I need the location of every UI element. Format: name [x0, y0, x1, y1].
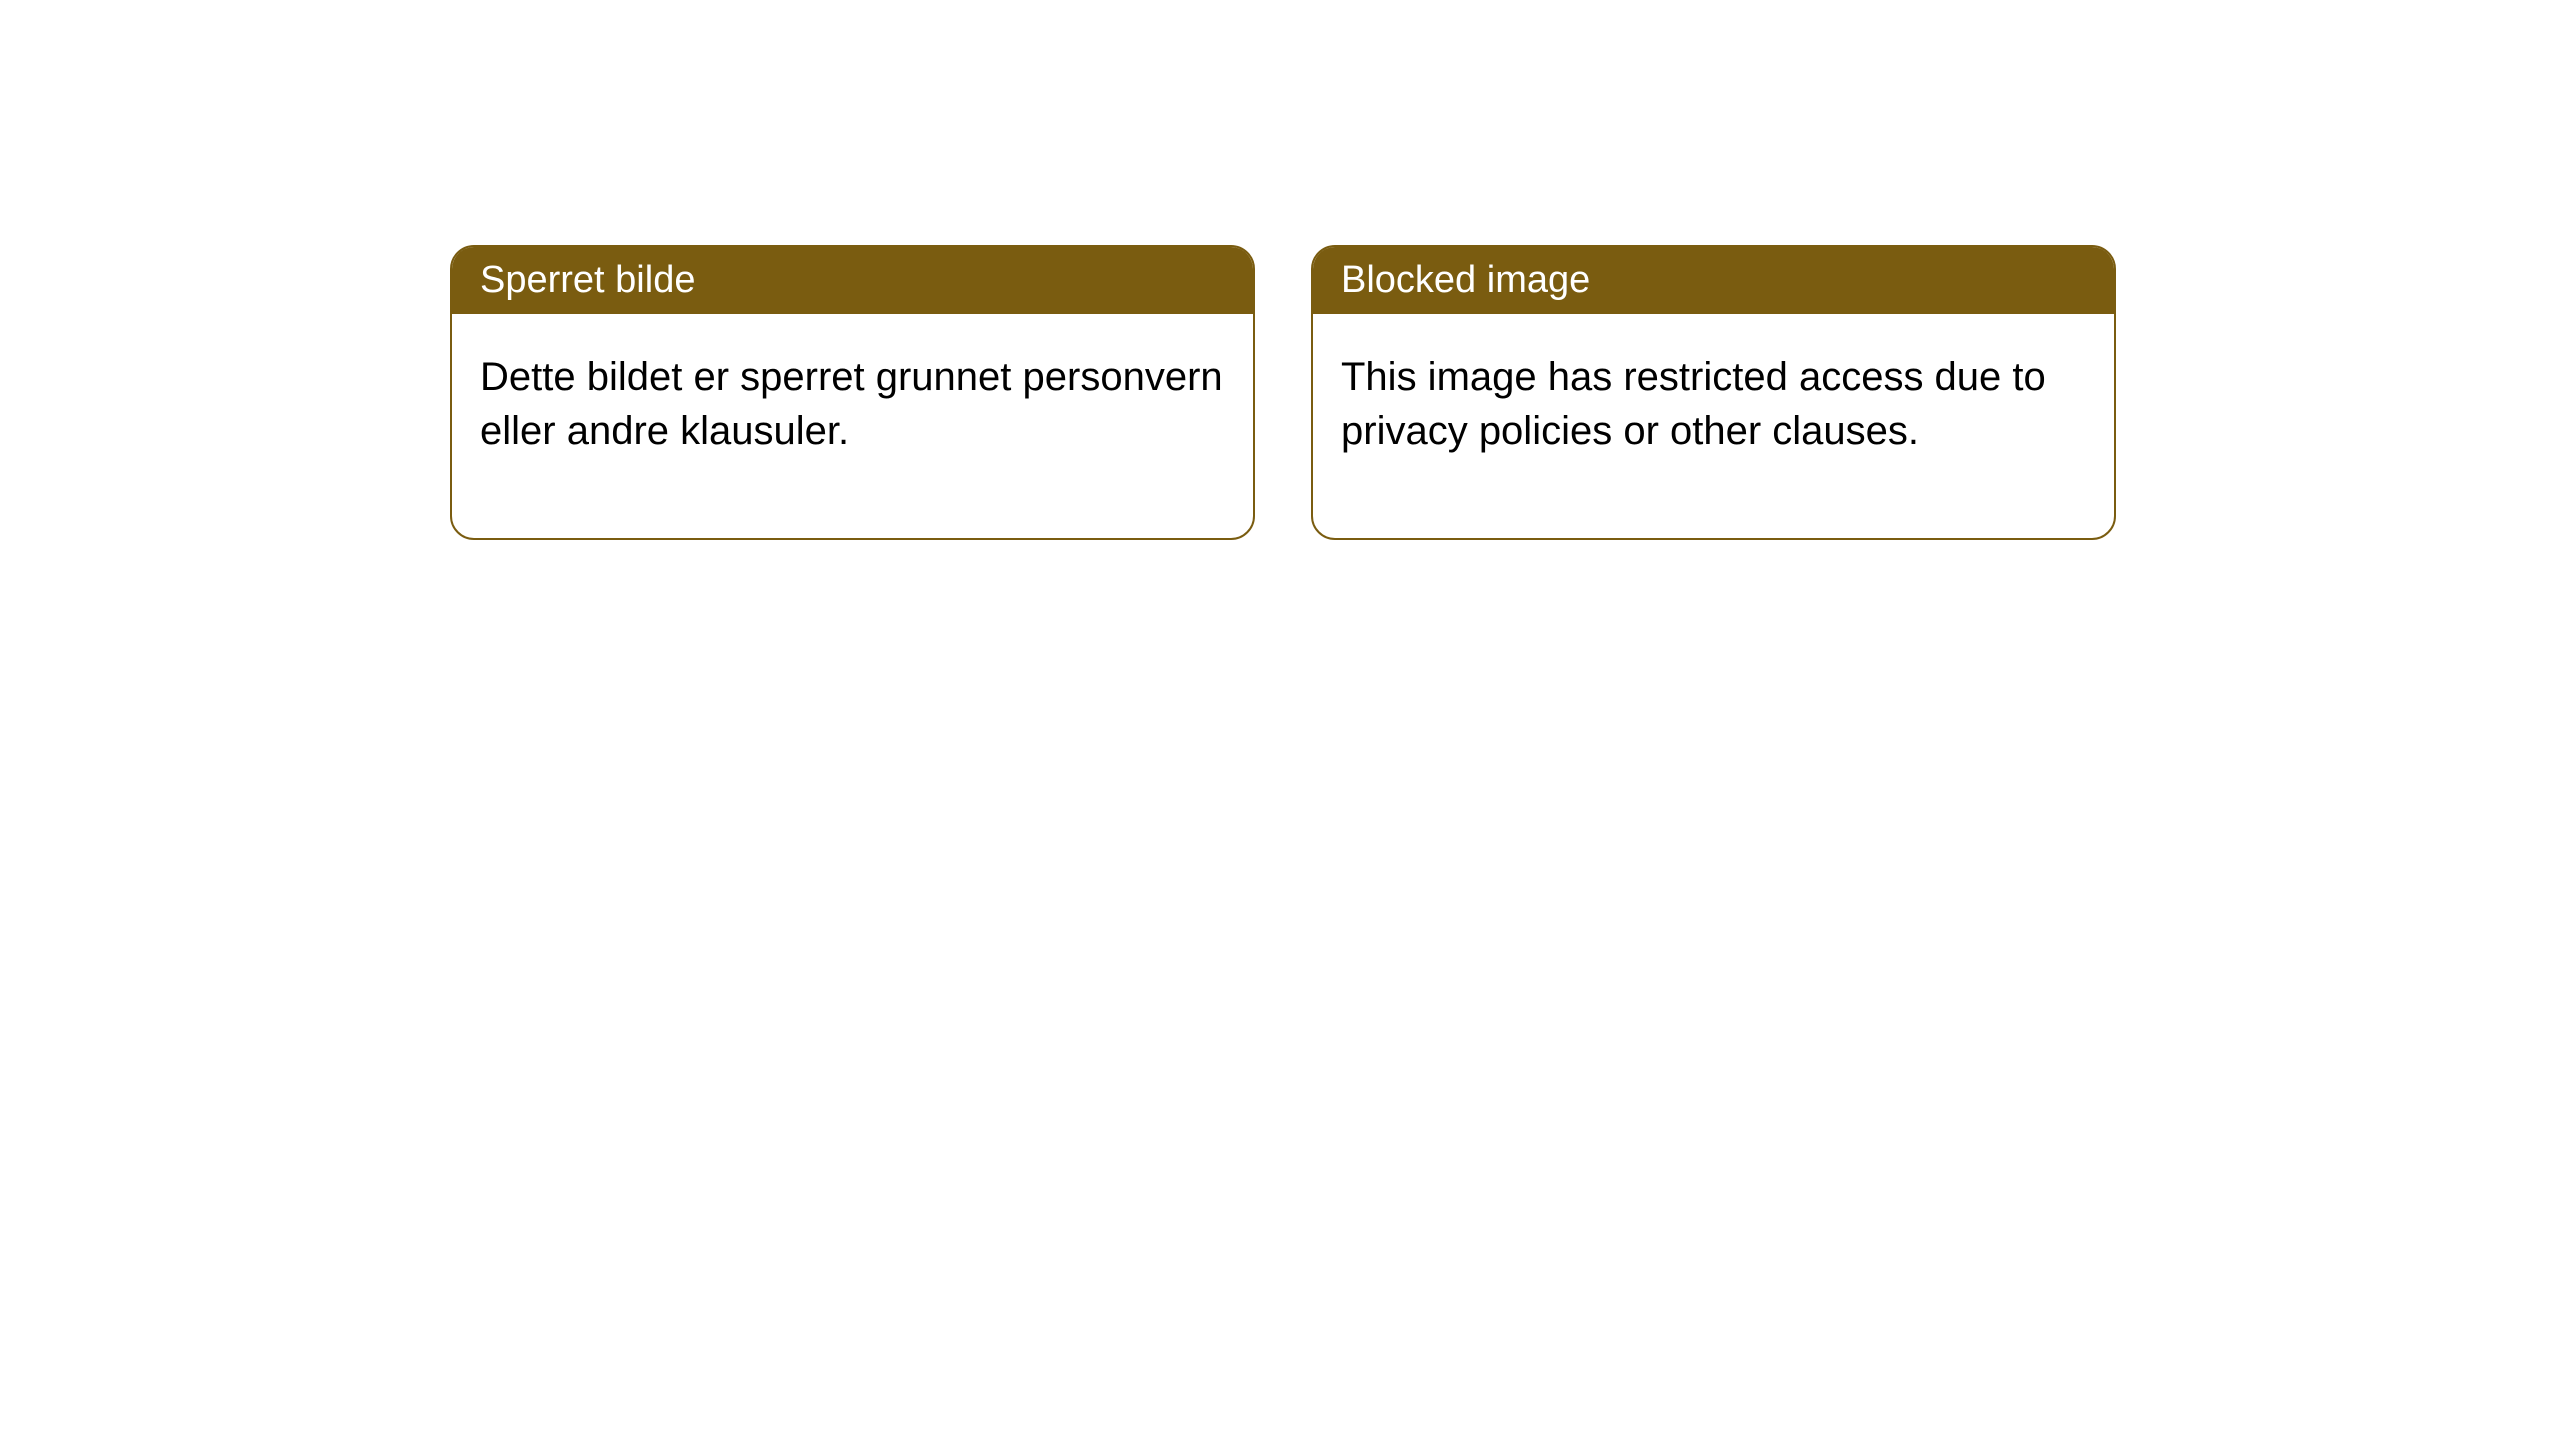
- notice-title: Sperret bilde: [480, 259, 695, 301]
- notice-body-text: This image has restricted access due to …: [1341, 355, 2046, 453]
- notice-body: Dette bildet er sperret grunnet personve…: [452, 314, 1253, 538]
- notice-title: Blocked image: [1341, 259, 1590, 301]
- notice-container: Sperret bilde Dette bildet er sperret gr…: [0, 0, 2560, 540]
- notice-card-english: Blocked image This image has restricted …: [1311, 245, 2116, 540]
- notice-card-norwegian: Sperret bilde Dette bildet er sperret gr…: [450, 245, 1255, 540]
- notice-header: Sperret bilde: [452, 247, 1253, 314]
- notice-body: This image has restricted access due to …: [1313, 314, 2114, 538]
- notice-body-text: Dette bildet er sperret grunnet personve…: [480, 355, 1223, 453]
- notice-header: Blocked image: [1313, 247, 2114, 314]
